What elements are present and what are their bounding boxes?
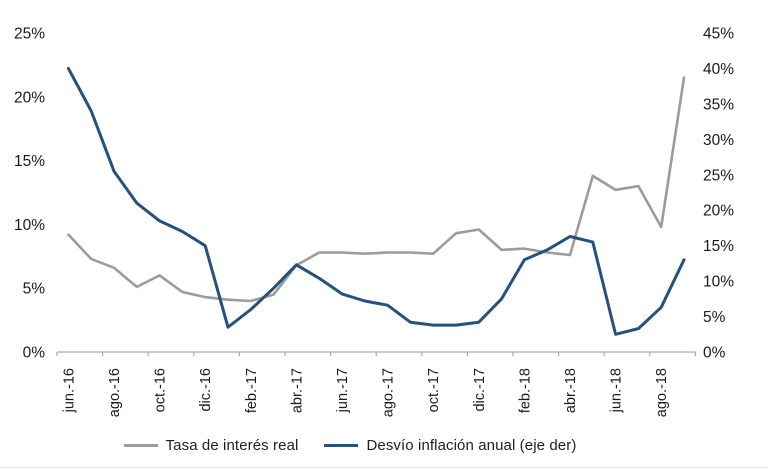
right-axis-tick-label: 25% (703, 167, 734, 184)
left-axis-tick-label: 25% (14, 26, 45, 43)
right-axis-tick-label: 10% (703, 274, 734, 291)
right-axis-tick-label: 45% (703, 26, 734, 43)
x-axis-tick-label: abr.-18 (563, 368, 579, 413)
legend-label: Desvío inflación anual (eje der) (366, 437, 577, 454)
right-axis-tick-label: 40% (703, 61, 734, 78)
x-axis-tick-label: dic.-16 (198, 368, 214, 412)
legend-line-swatch-blue (324, 444, 359, 447)
x-axis-tick-label: ago.-17 (381, 368, 397, 417)
right-axis-tick-label: 30% (703, 132, 734, 149)
left-axis-tick-label: 20% (14, 89, 45, 106)
legend-label: Tasa de interés real (165, 437, 299, 454)
right-axis-tick-label: 15% (703, 238, 734, 255)
chart-plot-area: 0% 5% 10% 15% 20% 25% 0% 5% 10% 15% 20% 25% 30% 35% 40… (14, 26, 734, 418)
x-axis-tick-label: jun.-18 (609, 368, 625, 413)
window-bottom-divider (0, 467, 768, 468)
left-axis-tick-label: 5% (23, 281, 46, 298)
x-axis-tick-label: jun.-17 (335, 368, 351, 413)
x-axis-tick-label: ago.-18 (654, 368, 670, 417)
x-axis-tick-label: abr.-17 (289, 368, 305, 413)
series-line-1 (66, 66, 686, 336)
right-axis-tick-label: 0% (703, 345, 726, 362)
x-axis-tick-label: dic.-17 (472, 368, 488, 412)
x-axis-tick-label: oct.-16 (153, 368, 169, 412)
x-axis-tick-label: ago.-16 (107, 368, 123, 417)
chart-legend: Tasa de interés real Desvío inflación an… (0, 437, 700, 454)
x-axis-tick-label: oct.-17 (426, 368, 442, 412)
legend-item-desvio-inflacion: Desvío inflación anual (eje der) (324, 437, 576, 454)
left-axis-tick-label: 0% (23, 345, 46, 362)
legend-line-swatch-gray (123, 444, 158, 447)
left-axis-tick-label: 15% (14, 153, 45, 170)
right-axis-tick-label: 5% (703, 309, 726, 326)
right-axis-tick-label: 20% (703, 203, 734, 220)
x-axis-tick-label: feb.-17 (244, 368, 260, 413)
series-line-0 (67, 76, 686, 303)
x-axis-tick-label: feb.-18 (517, 368, 533, 413)
left-axis-tick-label: 10% (14, 217, 45, 234)
right-axis-tick-label: 35% (703, 96, 734, 113)
legend-item-tasa-interes-real: Tasa de interés real (123, 437, 299, 454)
x-axis-tick-label: jun.-16 (61, 368, 77, 413)
